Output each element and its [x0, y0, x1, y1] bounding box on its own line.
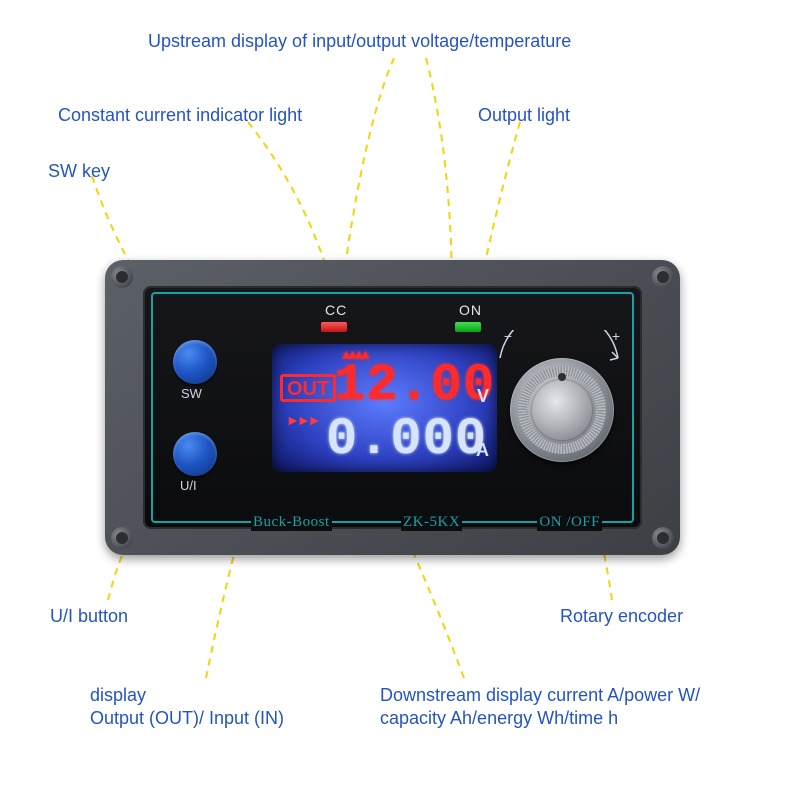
cc-indicator-led — [321, 322, 347, 332]
annotation-ui-button: U/I button — [50, 605, 128, 628]
lcd-mid-arrows-icon: ►►► — [286, 412, 319, 428]
annotation-rotary: Rotary encoder — [560, 605, 683, 628]
annotation-title: Upstream display of input/output voltage… — [148, 30, 571, 53]
lcd-current-value: 0.000 — [326, 410, 487, 469]
annotation-sw-key: SW key — [48, 160, 110, 183]
screw-icon — [111, 527, 133, 549]
screw-icon — [111, 266, 133, 288]
device-module: Buck-Boost ZK-5KX ON /OFF CC ON SW U/I ▲… — [105, 260, 680, 555]
lcd-voltage-value: 12.00 — [334, 356, 495, 415]
front-panel: Buck-Boost ZK-5KX ON /OFF CC ON SW U/I ▲… — [143, 286, 642, 529]
annotation-downstream: Downstream display current A/power W/ ca… — [380, 684, 700, 731]
label-onoff: ON /OFF — [537, 514, 602, 531]
knob-indicator-dot-icon — [558, 373, 566, 381]
sw-button-label: SW — [181, 386, 202, 401]
label-cc: CC — [325, 302, 347, 318]
lcd-voltage-unit: V — [477, 386, 489, 407]
annotation-output-light: Output light — [478, 104, 570, 127]
on-indicator-led — [455, 322, 481, 332]
annotation-cc: Constant current indicator light — [58, 104, 302, 127]
annotation-display-out-in: display Output (OUT)/ Input (IN) — [90, 684, 284, 731]
ui-button[interactable] — [173, 432, 217, 476]
ui-button-label: U/I — [180, 478, 197, 493]
lcd-current-unit: A — [476, 440, 489, 461]
label-buck-boost: Buck-Boost — [251, 514, 332, 531]
label-on: ON — [459, 302, 482, 318]
lcd-out-badge: OUT — [280, 374, 336, 402]
sw-button[interactable] — [173, 340, 217, 384]
rotary-encoder-knob[interactable] — [510, 358, 614, 462]
label-model: ZK-5KX — [401, 514, 462, 531]
lcd-display: ▲▲▲▲ OUT ►►► 12.00 V 0.000 A — [272, 344, 497, 472]
screw-icon — [652, 266, 674, 288]
screw-icon — [652, 527, 674, 549]
